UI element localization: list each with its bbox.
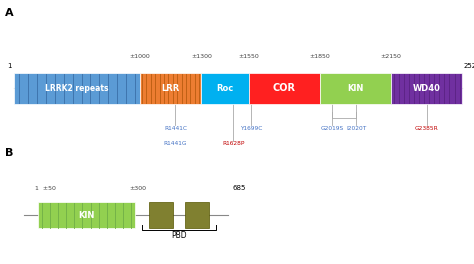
Text: A: A xyxy=(5,8,13,18)
Text: G2385R: G2385R xyxy=(415,126,438,131)
Bar xyxy=(149,202,173,228)
Text: LRR: LRR xyxy=(162,84,180,93)
Bar xyxy=(320,73,391,103)
Text: Y1699C: Y1699C xyxy=(240,126,263,131)
Bar xyxy=(391,73,462,103)
Text: ±2150: ±2150 xyxy=(381,54,401,59)
Bar xyxy=(14,73,140,103)
Text: B: B xyxy=(5,148,13,158)
Text: 1  ±50: 1 ±50 xyxy=(35,186,55,191)
Text: ±1000: ±1000 xyxy=(129,54,150,59)
Bar xyxy=(185,202,209,228)
Text: ±1850: ±1850 xyxy=(310,54,330,59)
Text: COR: COR xyxy=(273,83,296,93)
Text: 1: 1 xyxy=(8,63,12,69)
Text: KIN: KIN xyxy=(78,211,95,220)
Bar xyxy=(140,73,201,103)
Text: ±1300: ±1300 xyxy=(191,54,212,59)
Text: R1441G: R1441G xyxy=(164,140,187,145)
Text: 685: 685 xyxy=(232,185,246,191)
Text: Roc: Roc xyxy=(217,84,234,93)
Text: R1441C: R1441C xyxy=(164,126,187,131)
Text: G2019S: G2019S xyxy=(320,126,344,131)
Bar xyxy=(201,73,249,103)
Text: R1628P: R1628P xyxy=(222,140,245,145)
Text: PBD: PBD xyxy=(172,231,187,240)
Text: WD40: WD40 xyxy=(413,84,440,93)
Text: ±300: ±300 xyxy=(129,186,146,191)
Text: I2020T: I2020T xyxy=(346,126,366,131)
Bar xyxy=(38,202,135,228)
Text: LRRK2 repeats: LRRK2 repeats xyxy=(46,84,109,93)
Text: 2527: 2527 xyxy=(463,63,474,69)
Text: KIN: KIN xyxy=(347,84,364,93)
Text: ±1550: ±1550 xyxy=(238,54,259,59)
Bar xyxy=(249,73,320,103)
